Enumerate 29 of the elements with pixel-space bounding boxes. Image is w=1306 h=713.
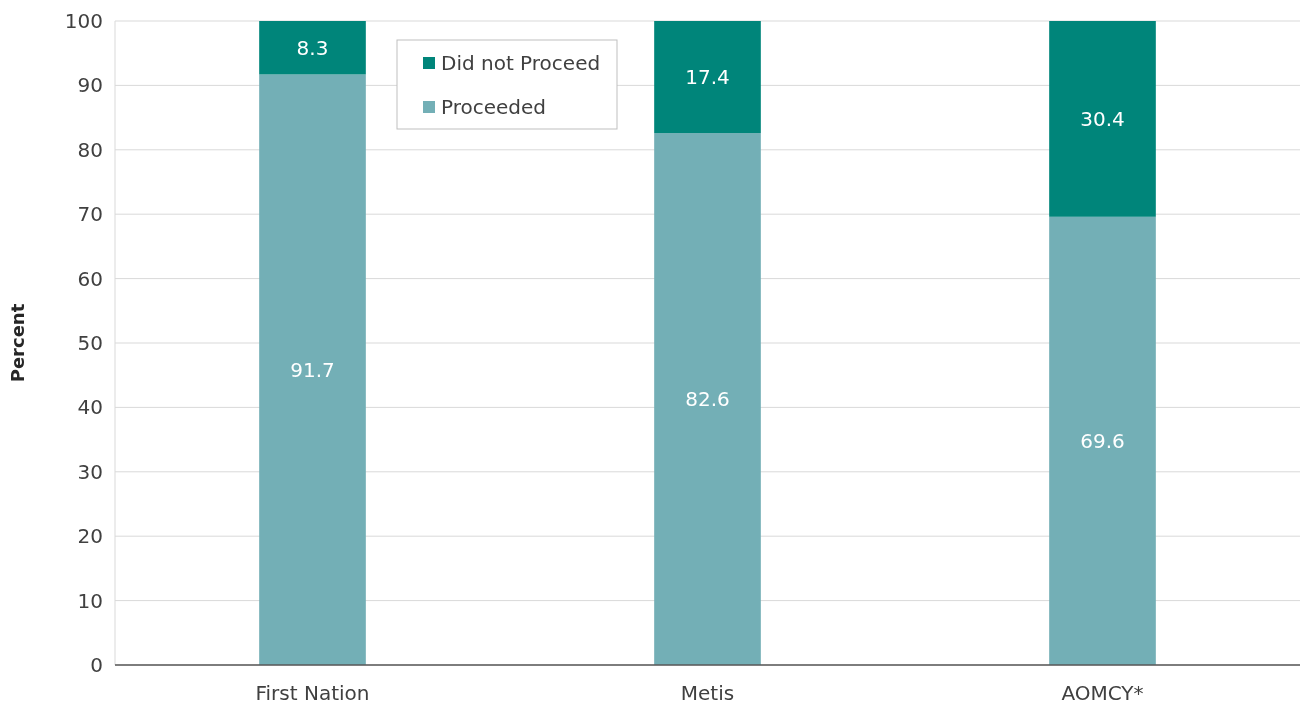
y-tick-label: 80 — [77, 137, 103, 162]
y-axis-title: Percent — [7, 303, 28, 383]
x-tick-label: First Nation — [255, 681, 370, 705]
x-tick-label: Metis — [680, 681, 735, 705]
data-label: 17.4 — [685, 65, 730, 90]
y-tick-label: 60 — [77, 266, 103, 291]
y-tick-label: 10 — [77, 588, 103, 613]
y-tick-label: 100 — [64, 9, 103, 33]
x-tick-label: AOMCY* — [1061, 681, 1144, 705]
y-tick-label: 50 — [77, 331, 103, 355]
bar — [654, 133, 761, 665]
y-tick-label: 30 — [77, 459, 103, 484]
legend-label: Proceeded — [441, 95, 547, 119]
bar — [1049, 216, 1156, 665]
y-tick-label: 70 — [77, 202, 103, 227]
y-tick-label: 40 — [77, 395, 103, 420]
bar — [1049, 21, 1156, 217]
data-label: 30.4 — [1080, 106, 1125, 131]
y-tick-label: 20 — [77, 524, 103, 549]
y-tick-label: 0 — [90, 653, 103, 677]
data-label: 8.3 — [296, 35, 329, 60]
bar — [654, 21, 761, 134]
bar — [259, 21, 366, 75]
data-label: 69.6 — [1080, 428, 1125, 453]
bar — [259, 74, 366, 665]
legend-label: Did not Proceed — [441, 51, 601, 75]
data-label: 82.6 — [685, 387, 730, 412]
y-tick-label: 90 — [77, 73, 103, 98]
data-label: 91.7 — [290, 357, 335, 382]
